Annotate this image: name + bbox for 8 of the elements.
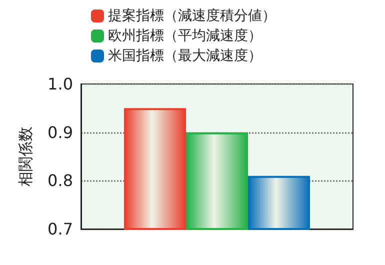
legend-label: 欧州指標（平均減速度） bbox=[108, 28, 262, 44]
y-tick-label: 0.7 bbox=[48, 220, 73, 238]
legend-label: 提案指標（減速度積分値） bbox=[108, 7, 276, 24]
y-tick-label: 0.8 bbox=[48, 171, 73, 190]
y-tick-label: 1.0 bbox=[48, 74, 73, 94]
legend-label: 米国指標（最大減速度） bbox=[108, 48, 262, 64]
y-tick-label: 0.9 bbox=[48, 122, 73, 142]
y-axis-title: 相関係数 bbox=[16, 126, 34, 186]
